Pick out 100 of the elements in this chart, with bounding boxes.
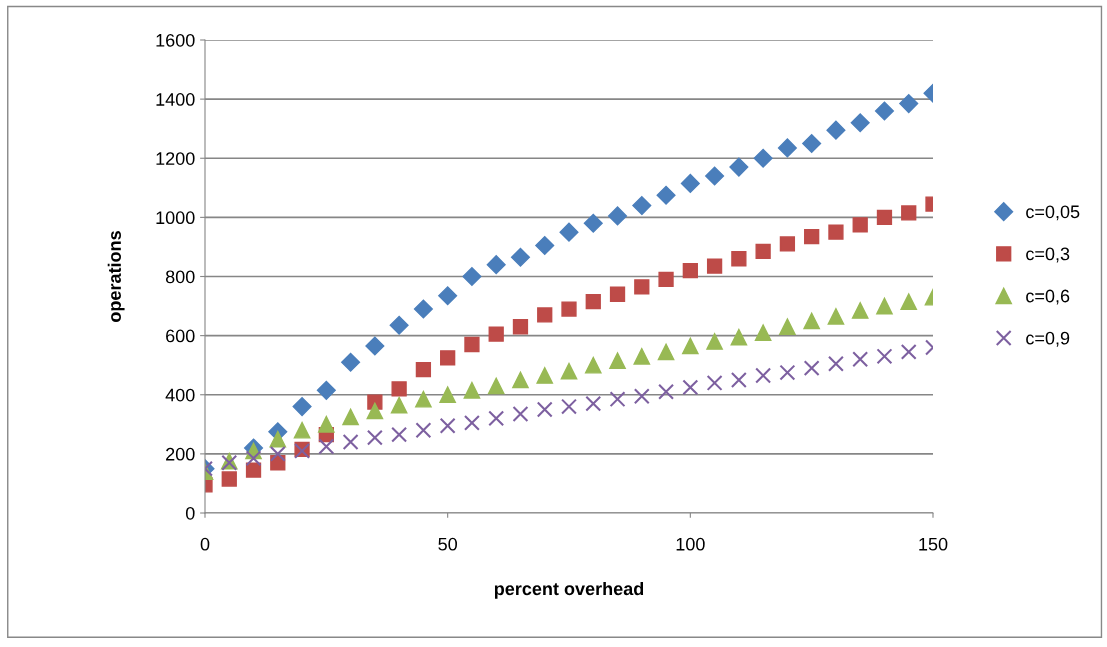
point xyxy=(826,120,846,140)
point xyxy=(415,361,432,378)
point xyxy=(316,380,336,400)
point xyxy=(729,157,749,177)
point xyxy=(221,471,237,487)
point xyxy=(510,247,531,267)
point xyxy=(803,312,821,330)
point xyxy=(682,262,698,279)
point xyxy=(317,415,335,433)
point xyxy=(245,462,262,478)
point xyxy=(705,166,725,186)
legend-label: c=0,6 xyxy=(1026,289,1070,305)
point xyxy=(682,379,699,396)
point xyxy=(269,430,287,448)
point xyxy=(488,326,504,342)
point xyxy=(585,293,601,310)
point xyxy=(365,336,385,356)
point xyxy=(658,271,674,288)
y-tick-label: 800 xyxy=(165,270,195,284)
point xyxy=(512,405,529,422)
point xyxy=(439,386,457,404)
y-tick-label: 1600 xyxy=(156,33,195,47)
point xyxy=(536,401,553,418)
point xyxy=(463,381,481,399)
y-tick-label: 1000 xyxy=(156,211,195,225)
point xyxy=(850,113,870,133)
y-tick-label: 1400 xyxy=(156,93,195,106)
y-tick-label: 200 xyxy=(166,447,195,461)
point xyxy=(609,352,626,370)
point xyxy=(706,374,723,391)
point xyxy=(827,355,844,372)
point xyxy=(632,196,652,216)
point xyxy=(901,205,917,221)
point xyxy=(633,347,651,365)
point xyxy=(245,450,262,467)
point xyxy=(607,206,628,226)
point xyxy=(293,421,311,439)
point xyxy=(342,408,359,426)
point xyxy=(680,173,700,193)
point xyxy=(366,402,384,420)
point xyxy=(730,328,748,346)
point xyxy=(633,388,650,405)
point xyxy=(876,348,893,365)
point xyxy=(462,266,482,287)
point xyxy=(512,319,529,335)
legend-label: c=0,05 xyxy=(1026,205,1080,221)
point xyxy=(583,213,603,233)
point xyxy=(390,396,408,414)
point xyxy=(512,371,529,389)
point xyxy=(537,307,553,323)
point xyxy=(486,255,506,275)
point xyxy=(900,343,917,360)
point xyxy=(803,360,820,377)
x-axis-title: percent overhead xyxy=(494,581,644,599)
point xyxy=(755,367,772,384)
point xyxy=(754,324,772,342)
point xyxy=(753,148,773,168)
point xyxy=(779,236,796,252)
point xyxy=(609,286,626,302)
legend-label: c=0,3 xyxy=(1026,247,1070,263)
point xyxy=(828,224,844,240)
y-tick-label: 600 xyxy=(166,329,195,343)
point xyxy=(439,417,456,434)
point xyxy=(852,217,868,233)
point xyxy=(802,133,822,154)
point xyxy=(584,356,602,374)
point xyxy=(876,209,893,226)
point xyxy=(342,434,359,451)
point xyxy=(899,94,919,114)
point xyxy=(391,381,407,397)
point xyxy=(463,414,480,431)
point xyxy=(415,422,432,439)
point xyxy=(536,367,554,384)
point xyxy=(487,377,505,395)
point xyxy=(900,293,918,310)
point xyxy=(681,337,699,355)
point xyxy=(755,243,771,260)
point xyxy=(366,429,383,446)
point xyxy=(341,352,361,372)
point xyxy=(876,297,893,315)
point xyxy=(585,395,602,412)
point xyxy=(391,426,408,443)
y-tick-label: 1200 xyxy=(156,152,195,165)
point xyxy=(852,351,869,368)
point xyxy=(827,308,845,325)
point xyxy=(609,391,626,408)
point xyxy=(779,318,796,336)
point xyxy=(292,397,312,417)
x-tick-label: 50 xyxy=(438,537,457,551)
point xyxy=(731,251,747,267)
point xyxy=(464,336,480,353)
point xyxy=(874,101,895,121)
y-axis-title: operations xyxy=(107,231,125,322)
point xyxy=(779,364,796,381)
point xyxy=(318,438,335,455)
point xyxy=(777,138,797,158)
point xyxy=(804,228,820,245)
point xyxy=(413,299,433,319)
y-tick-label: 0 xyxy=(185,506,195,520)
point xyxy=(440,350,456,366)
